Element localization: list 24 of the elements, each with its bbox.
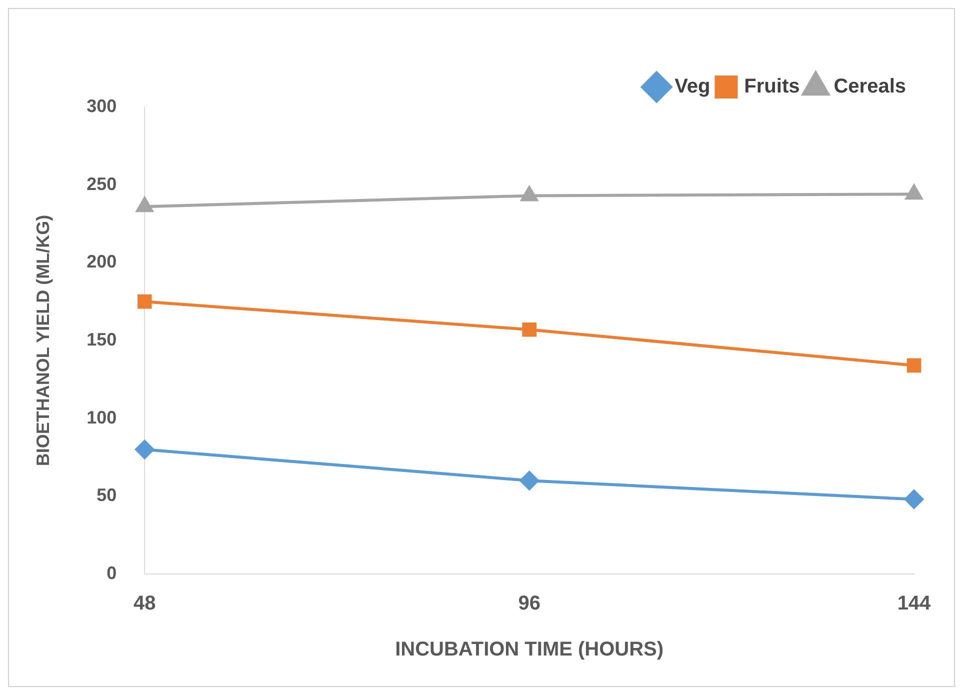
point	[137, 294, 152, 309]
y-tick-label: 200	[86, 252, 117, 272]
point	[522, 322, 536, 337]
x-tick-label: 48	[134, 592, 156, 615]
x-tick-label: 96	[518, 592, 540, 615]
point	[520, 186, 538, 202]
point	[520, 471, 539, 490]
legend-label: Fruits	[744, 76, 800, 98]
y-tick-label: 0	[106, 562, 117, 583]
point	[904, 490, 924, 509]
legend-label: Cereals	[834, 76, 906, 98]
y-tick-label: 250	[86, 174, 117, 194]
point	[906, 184, 922, 200]
y-tick-label: 300	[86, 96, 117, 116]
point	[136, 197, 154, 212]
point	[135, 440, 154, 459]
x-axis-title: INCUBATION TIME (HOURS)	[395, 638, 664, 661]
y-tick-label: 150	[86, 329, 117, 350]
y-axis-title: BIOETHANOL YIELD (ML/KG)	[32, 214, 53, 466]
point	[906, 358, 922, 373]
x-tick-label: 144	[897, 592, 932, 615]
y-tick-label: 50	[96, 485, 117, 506]
legend-label: Veg	[674, 76, 710, 98]
y-tick-label: 100	[86, 407, 117, 428]
